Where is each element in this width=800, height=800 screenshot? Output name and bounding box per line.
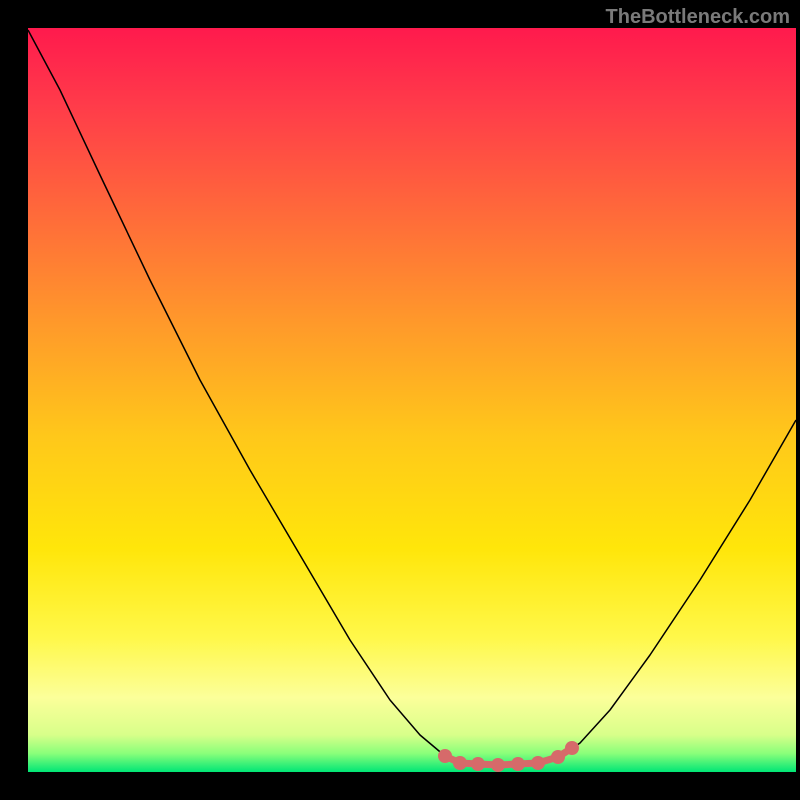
highlight-marker xyxy=(531,756,545,770)
highlight-marker xyxy=(565,741,579,755)
watermark-text: TheBottleneck.com xyxy=(606,6,790,29)
highlight-marker xyxy=(551,750,565,764)
highlight-marker xyxy=(438,749,452,763)
highlight-marker xyxy=(491,758,505,772)
highlight-marker xyxy=(511,757,525,771)
bottleneck-chart: TheBottleneck.com xyxy=(0,0,800,800)
highlight-marker xyxy=(471,757,485,771)
gradient-background xyxy=(28,28,796,772)
highlight-marker xyxy=(453,756,467,770)
chart-svg xyxy=(0,0,800,800)
